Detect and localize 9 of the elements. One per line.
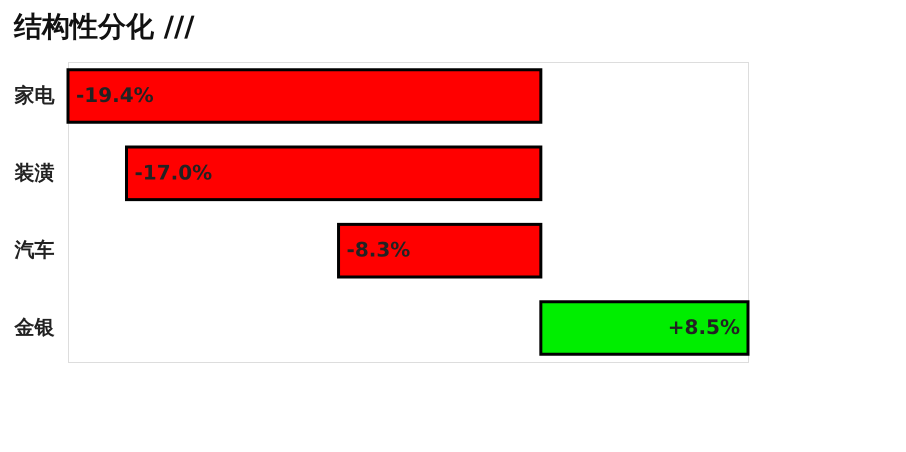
chart-title: 结构性分化 ///: [13, 10, 196, 43]
y-tick-label: 家电: [14, 83, 56, 108]
data-label: -17.0%: [134, 160, 212, 184]
y-tick-label: 汽车: [14, 238, 54, 262]
data-label: -8.3%: [346, 238, 410, 262]
data-label: +8.5%: [668, 314, 740, 339]
y-tick-label: 装潢: [14, 160, 54, 184]
data-label: -19.4%: [76, 83, 154, 108]
y-tick-label: 金银: [14, 314, 56, 339]
